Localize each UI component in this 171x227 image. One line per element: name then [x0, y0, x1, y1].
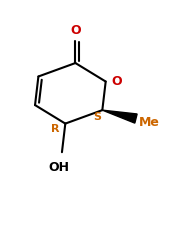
Text: O: O [111, 75, 122, 88]
Polygon shape [102, 110, 137, 123]
Text: R: R [51, 124, 60, 134]
Text: O: O [70, 24, 81, 37]
Text: S: S [94, 112, 101, 122]
Text: OH: OH [48, 160, 69, 174]
Text: Me: Me [139, 116, 159, 129]
